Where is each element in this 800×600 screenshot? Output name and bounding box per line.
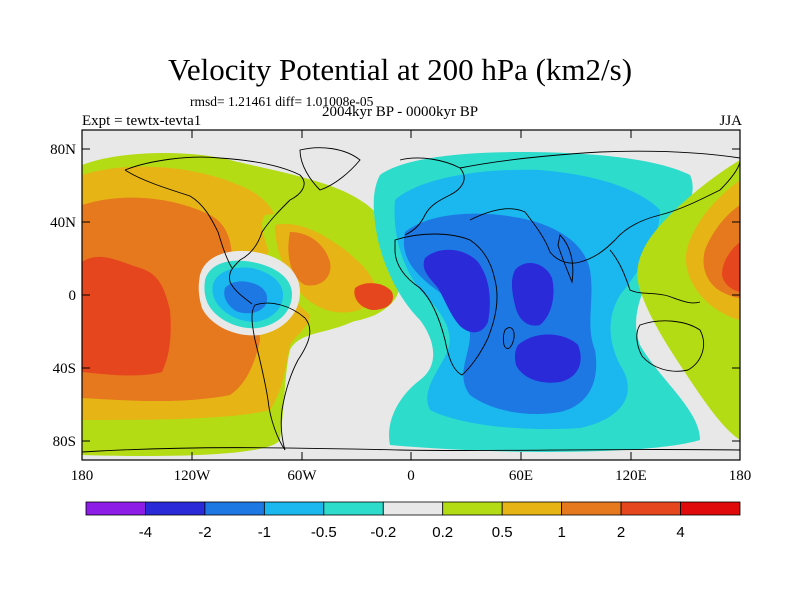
contour-negative-2a <box>423 249 490 333</box>
contour-atlantic-4 <box>354 283 394 310</box>
season-label: JJA <box>719 113 742 129</box>
lat-label-40n: 40N <box>50 215 76 231</box>
colorbar-labels: -4 -2 -1 -0.5 -0.2 0.2 0.5 1 2 4 <box>139 524 685 541</box>
lon-label-0: 0 <box>407 468 415 484</box>
colorbar-label: -2 <box>198 524 211 541</box>
colorbar-label: 4 <box>676 524 684 541</box>
contour-negative-2b <box>511 263 554 326</box>
colorbar-label: 2 <box>617 524 625 541</box>
lon-label-180w: 180 <box>71 468 94 484</box>
lon-label-60w: 60W <box>287 468 317 484</box>
figure-title: Velocity Potential at 200 hPa (km2/s) <box>167 52 633 87</box>
contour-wpac-2 <box>722 242 740 292</box>
lat-label-80n: 80N <box>50 142 76 158</box>
contour-fields <box>82 147 740 457</box>
colorbar-label: -0.2 <box>370 524 396 541</box>
contour-positive-2 <box>82 256 171 376</box>
colorbar-swatch <box>323 501 384 516</box>
colorbar-swatch <box>620 501 681 516</box>
lon-axis <box>191 130 632 460</box>
colorbar-swatch <box>85 501 146 516</box>
colorbar-label: -4 <box>139 524 152 541</box>
colorbar-swatch <box>442 501 503 516</box>
colorbar-label: 0.5 <box>492 524 513 541</box>
colorbar-label: -1 <box>258 524 271 541</box>
lat-label-0: 0 <box>69 288 77 304</box>
lat-axis <box>82 148 740 442</box>
contour-dateline-2 <box>82 261 105 318</box>
colorbar-swatch <box>501 501 563 516</box>
lon-label-60e: 60E <box>509 468 533 484</box>
colorbar-swatch <box>263 501 325 516</box>
period-label: 2004kyr BP - 0000kyr BP <box>322 104 479 120</box>
lat-label-80s: 80S <box>53 434 76 450</box>
colorbar-label: -0.5 <box>311 524 337 541</box>
contour-atlantic-2 <box>288 232 331 286</box>
experiment-label: Expt = tewtx-tevta1 <box>82 113 202 129</box>
lat-label-40s: 40S <box>53 361 76 377</box>
contour-negative-2c <box>514 334 581 383</box>
colorbar-swatch <box>680 501 741 516</box>
coastlines <box>82 147 740 453</box>
lon-label-120e: 120E <box>615 468 647 484</box>
stats-label: rmsd= 1.21461 diff= 1.01008e-05 <box>190 94 374 109</box>
colorbar-label: 0.2 <box>432 524 453 541</box>
colorbar <box>85 501 741 516</box>
colorbar-swatch <box>561 501 622 516</box>
colorbar-swatch <box>204 501 265 516</box>
colorbar-label: 1 <box>557 524 565 541</box>
colorbar-swatch <box>145 501 206 516</box>
lon-label-180e: 180 <box>729 468 752 484</box>
lon-label-120w: 120W <box>174 468 212 484</box>
colorbar-swatch <box>382 501 444 516</box>
